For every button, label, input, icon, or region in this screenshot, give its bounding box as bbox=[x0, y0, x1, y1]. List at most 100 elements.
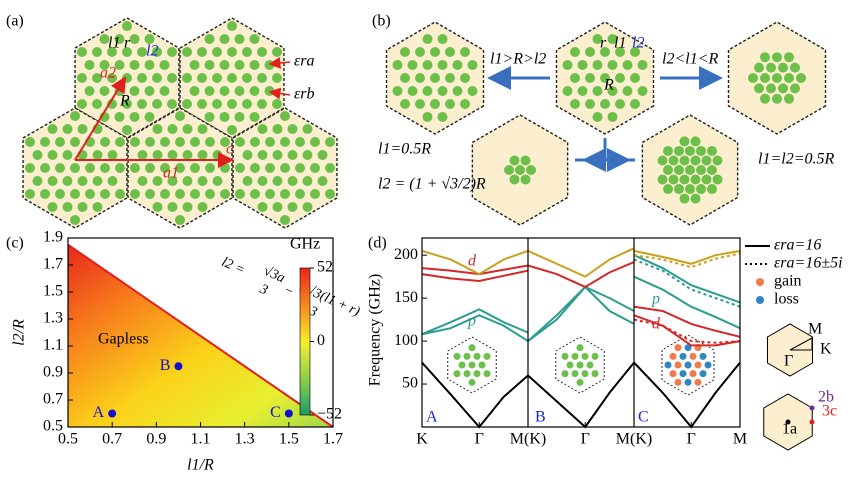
rod bbox=[197, 98, 207, 109]
rod bbox=[766, 62, 776, 73]
rod bbox=[92, 47, 102, 58]
rod bbox=[205, 137, 215, 148]
x-tick-label: Γ bbox=[475, 431, 484, 448]
rod bbox=[591, 352, 599, 360]
rod bbox=[422, 85, 433, 96]
rod bbox=[70, 214, 80, 225]
rod bbox=[463, 370, 471, 378]
arrow bbox=[575, 138, 635, 162]
rod bbox=[70, 188, 80, 199]
rod bbox=[407, 60, 418, 71]
rod bbox=[99, 34, 110, 45]
rod bbox=[265, 188, 275, 199]
band-label: p bbox=[651, 291, 660, 308]
band-label: p bbox=[467, 313, 476, 330]
rod bbox=[699, 352, 707, 360]
rod bbox=[325, 137, 335, 148]
rod bbox=[182, 201, 193, 212]
band-line bbox=[527, 261, 635, 289]
x-tick-label: Γ bbox=[687, 431, 696, 448]
x-tick-label: K bbox=[416, 431, 428, 448]
rod bbox=[295, 188, 305, 199]
rod bbox=[694, 361, 702, 369]
rod bbox=[437, 60, 448, 71]
rod bbox=[690, 174, 701, 185]
rod bbox=[205, 163, 215, 173]
rod bbox=[25, 137, 35, 148]
rod bbox=[407, 85, 418, 96]
rod bbox=[235, 137, 245, 148]
wyckoff bbox=[809, 405, 815, 411]
rod bbox=[685, 184, 695, 195]
rod bbox=[32, 150, 43, 161]
x-tick-label: 0.7 bbox=[102, 431, 122, 448]
rod bbox=[280, 163, 290, 173]
x-axis-label: l1/R bbox=[187, 457, 214, 474]
rod bbox=[47, 124, 58, 135]
rod bbox=[62, 150, 73, 161]
rod bbox=[152, 98, 162, 109]
rod bbox=[152, 47, 162, 58]
rod bbox=[453, 352, 461, 360]
rod bbox=[430, 73, 440, 83]
rod bbox=[663, 184, 673, 195]
point bbox=[174, 362, 183, 371]
rod bbox=[175, 163, 185, 173]
rod bbox=[227, 124, 237, 135]
label: R bbox=[119, 93, 130, 110]
rod bbox=[422, 60, 433, 71]
rod bbox=[84, 85, 95, 96]
rod bbox=[182, 124, 193, 135]
rod bbox=[576, 344, 584, 352]
rod bbox=[684, 361, 692, 369]
rod bbox=[242, 73, 252, 83]
band-line bbox=[633, 275, 741, 330]
rod bbox=[70, 163, 80, 173]
rod bbox=[520, 174, 531, 185]
rod bbox=[250, 188, 260, 199]
rod bbox=[760, 93, 770, 104]
rod bbox=[167, 98, 177, 109]
rod bbox=[219, 60, 230, 71]
rod bbox=[107, 150, 118, 161]
x-tick-label: M(K) bbox=[616, 431, 652, 448]
rod bbox=[272, 150, 283, 161]
rod bbox=[607, 60, 618, 71]
rod bbox=[585, 98, 595, 109]
colorbar-label: GHz bbox=[290, 236, 320, 253]
rod bbox=[130, 188, 140, 199]
rod bbox=[748, 73, 758, 83]
band-line bbox=[527, 247, 635, 278]
bz-label: K bbox=[820, 341, 832, 358]
rod bbox=[100, 188, 110, 199]
rod bbox=[460, 98, 470, 109]
rod bbox=[152, 201, 163, 212]
y-tick-label: 0.5 bbox=[43, 418, 63, 435]
rod bbox=[70, 137, 80, 148]
rod bbox=[85, 163, 95, 173]
rod bbox=[84, 60, 95, 71]
rod bbox=[317, 150, 328, 161]
rod bbox=[483, 352, 491, 360]
rod bbox=[699, 370, 707, 378]
rod bbox=[701, 155, 712, 166]
rod bbox=[445, 98, 455, 109]
rod bbox=[280, 214, 290, 225]
rod bbox=[592, 85, 603, 96]
rod bbox=[674, 378, 682, 386]
x-tick-label: 0.9 bbox=[146, 431, 166, 448]
rod bbox=[674, 184, 684, 195]
rod bbox=[689, 370, 697, 378]
rod bbox=[250, 163, 260, 173]
rod bbox=[144, 60, 155, 71]
rod bbox=[137, 73, 147, 83]
rod bbox=[204, 111, 215, 122]
boundary-line bbox=[67, 243, 334, 428]
rod bbox=[600, 73, 610, 83]
label: l1=l2=0.5R bbox=[758, 151, 834, 168]
rod bbox=[561, 370, 569, 378]
rod bbox=[630, 98, 640, 109]
rod bbox=[460, 73, 470, 83]
x-tick-label: Γ bbox=[581, 431, 590, 448]
label: l2<l1<R bbox=[662, 51, 718, 68]
